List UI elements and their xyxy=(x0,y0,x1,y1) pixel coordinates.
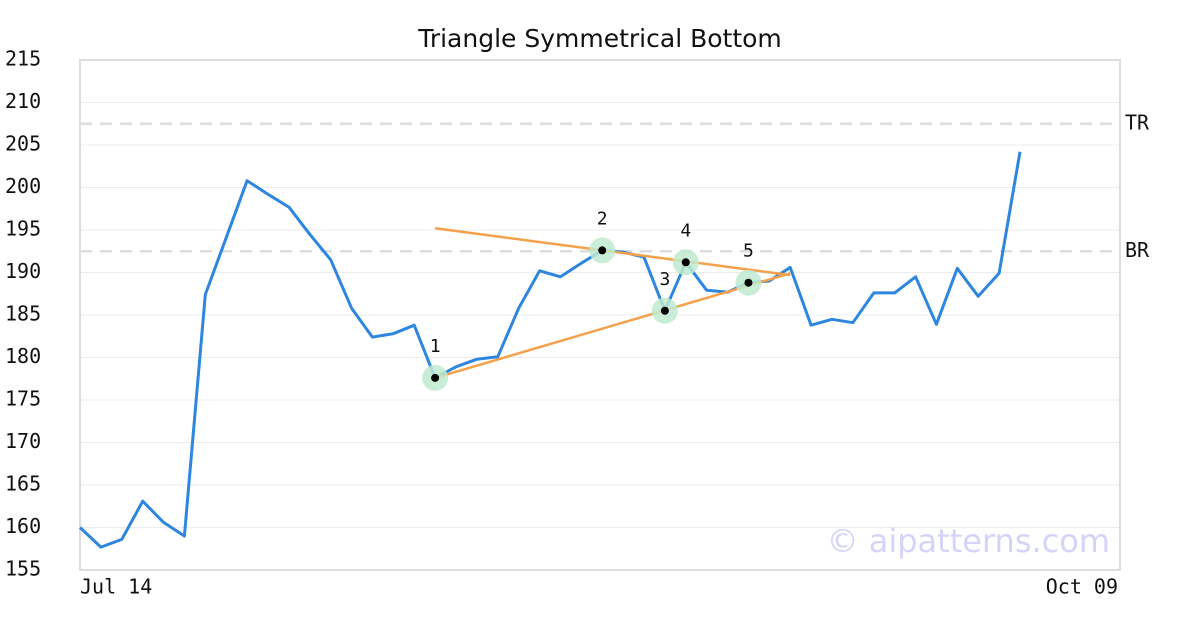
y-tick-label: 160 xyxy=(5,514,41,538)
pattern-point-label: 4 xyxy=(680,220,691,241)
y-tick-label: 205 xyxy=(5,132,41,156)
trend-line xyxy=(434,272,791,380)
y-tick-label: 155 xyxy=(5,557,41,581)
reference-label: BR xyxy=(1125,238,1150,262)
pattern-point xyxy=(660,306,669,315)
watermark: © aipatterns.com xyxy=(827,522,1110,560)
y-tick-label: 215 xyxy=(5,47,41,71)
chart-title: Triangle Symmetrical Bottom xyxy=(417,24,782,53)
reference-label: TR xyxy=(1125,110,1150,134)
x-tick-label: Jul 14 xyxy=(80,575,152,599)
y-tick-label: 170 xyxy=(5,429,41,453)
y-tick-label: 175 xyxy=(5,387,41,411)
y-tick-label: 200 xyxy=(5,174,41,198)
y-tick-label: 210 xyxy=(5,89,41,113)
pattern-point xyxy=(431,373,440,382)
pattern-point-label: 2 xyxy=(597,208,608,229)
y-tick-label: 180 xyxy=(5,344,41,368)
y-tick-label: 195 xyxy=(5,217,41,241)
pattern-point-label: 1 xyxy=(430,336,441,357)
y-tick-label: 190 xyxy=(5,259,41,283)
plot-frame xyxy=(79,59,1121,571)
y-tick-label: 165 xyxy=(5,472,41,496)
y-tick-label: 185 xyxy=(5,302,41,326)
pattern-point xyxy=(681,258,690,267)
price-line xyxy=(78,151,1022,549)
pattern-point-label: 3 xyxy=(659,269,670,290)
pattern-point-label: 5 xyxy=(743,241,754,262)
pattern-point xyxy=(598,246,607,255)
x-tick-label: Oct 09 xyxy=(1046,575,1118,599)
pattern-point xyxy=(744,278,753,287)
